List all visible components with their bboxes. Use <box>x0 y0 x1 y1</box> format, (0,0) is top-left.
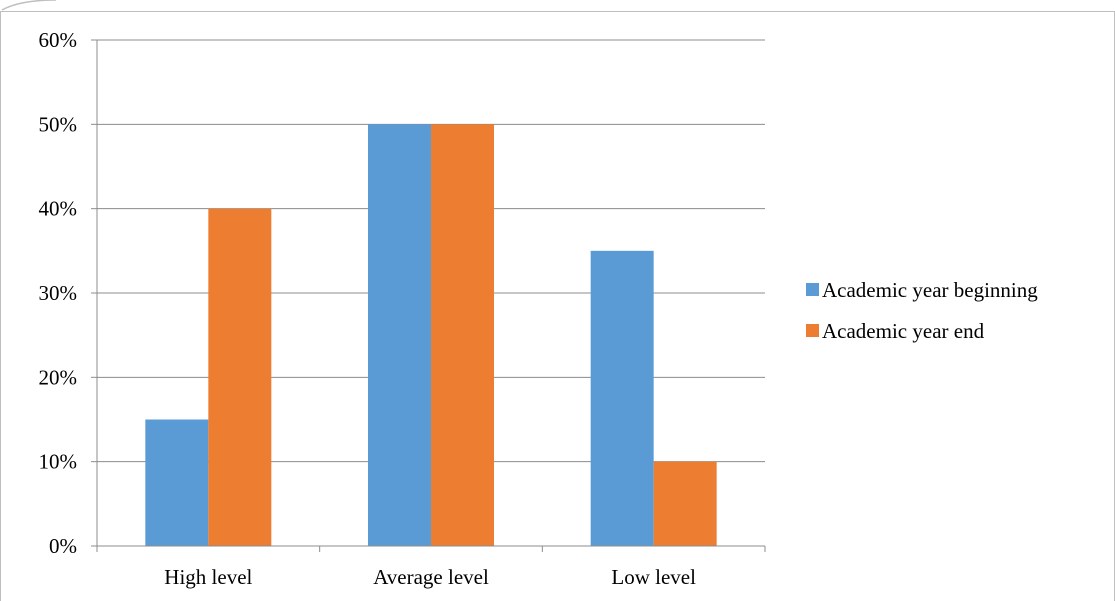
bar <box>590 250 654 547</box>
y-tick-label: 0% <box>49 534 77 558</box>
bar <box>368 124 431 546</box>
legend-label: Academic year end <box>822 319 985 343</box>
category-labels: High level Average level Low level <box>164 565 696 589</box>
category-label: High level <box>164 565 252 589</box>
bar <box>208 208 272 546</box>
y-tick-label: 10% <box>39 450 78 474</box>
y-tick-label: 60% <box>39 28 78 52</box>
bar <box>653 461 717 546</box>
y-tick-labels: 0% 10% 20% 30% 40% 50% 60% <box>39 28 78 558</box>
bar <box>431 124 494 546</box>
bars <box>145 124 717 547</box>
corner-decoration <box>1 0 57 11</box>
y-tick-label: 50% <box>39 112 78 136</box>
category-label: Average level <box>373 565 489 589</box>
y-tick-label: 30% <box>39 281 78 305</box>
y-tick-label: 40% <box>39 197 78 221</box>
y-tick-label: 20% <box>39 365 78 389</box>
category-label: Low level <box>611 565 696 589</box>
legend-swatch <box>806 324 819 337</box>
legend-swatch <box>806 283 819 296</box>
axes <box>91 39 766 552</box>
bar <box>145 419 209 546</box>
legend: Academic year beginning Academic year end <box>806 278 1038 343</box>
legend-label: Academic year beginning <box>822 278 1038 302</box>
